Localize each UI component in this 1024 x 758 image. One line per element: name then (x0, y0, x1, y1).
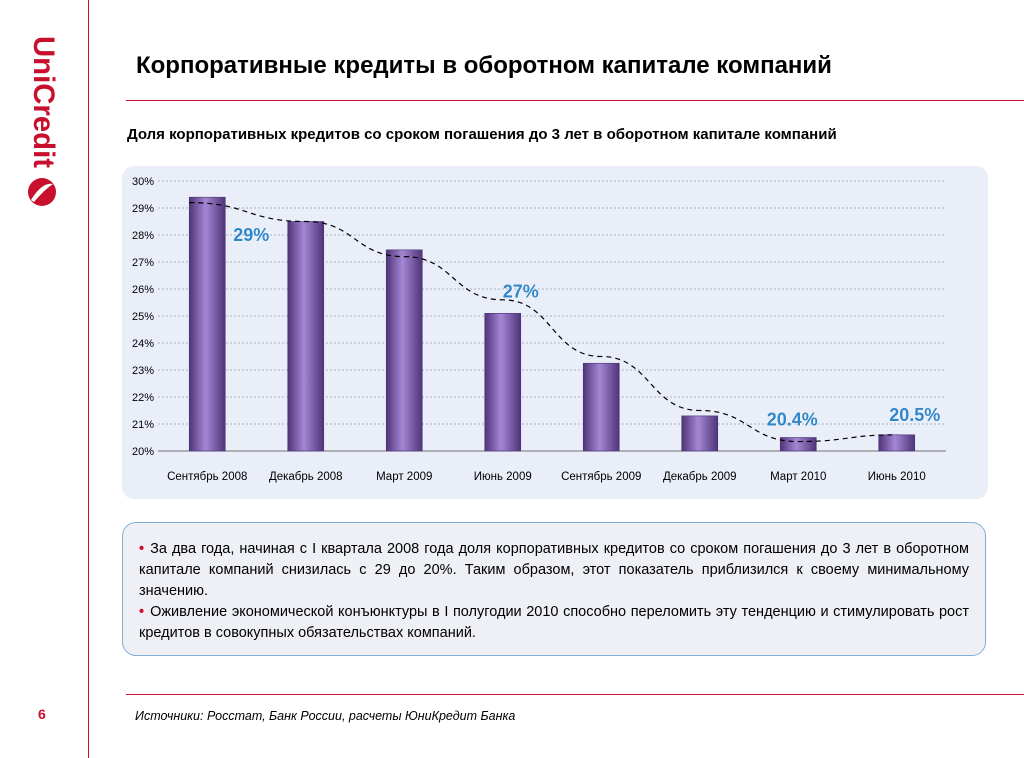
bar (484, 313, 522, 452)
x-tick-label: Сентябрь 2009 (561, 471, 641, 483)
bullet-icon: • (139, 604, 145, 620)
bullet-icon: • (139, 541, 145, 557)
x-tick-label: Декабрь 2008 (269, 471, 343, 483)
chart-title: Доля корпоративных кредитов со сроком по… (127, 126, 837, 143)
x-axis: Сентябрь 2008 Декабрь 2008 Март 2009 Июнь 2… (167, 471, 926, 483)
bar-chart: 20% 21% 22% 23% 24% 25% 26% 27% 28% 29% 30% Сентяб… (132, 176, 946, 483)
y-tick-label: 23% (132, 365, 154, 377)
x-tick-label: Июнь 2010 (868, 471, 926, 483)
trend-line (189, 202, 897, 443)
commentary-box: • За два года, начиная с I квартала 2008 … (122, 522, 986, 656)
y-tick-label: 20% (132, 446, 154, 458)
source-note: Источники: Росстат, Банк России, расчеты… (135, 709, 516, 723)
data-label: 27% (503, 281, 539, 301)
annotations: 29% 27% 20.4% 20.5% (233, 225, 941, 430)
chart-panel (122, 166, 988, 499)
y-tick-label: 30% (132, 176, 154, 188)
commentary-bullet: • За два года, начиная с I квартала 2008 … (139, 541, 969, 599)
y-tick-label: 28% (132, 230, 154, 242)
y-tick-label: 29% (132, 203, 154, 215)
y-tick-label: 25% (132, 311, 154, 323)
y-tick-label: 27% (132, 257, 154, 269)
x-tick-label: Сентябрь 2008 (167, 471, 247, 483)
x-tick-label: Июнь 2009 (474, 471, 532, 483)
y-tick-label: 26% (132, 284, 154, 296)
y-axis: 20% 21% 22% 23% 24% 25% 26% 27% 28% 29% 30% (132, 176, 946, 458)
y-tick-label: 21% (132, 419, 154, 431)
chart-grid (158, 180, 946, 452)
x-tick-label: Март 2010 (770, 471, 826, 483)
page-title: Корпоративные кредиты в оборотном капита… (136, 52, 832, 79)
data-label: 29% (233, 225, 269, 245)
y-tick-label: 24% (132, 338, 154, 350)
page-number: 6 (38, 706, 46, 722)
footer-divider (126, 694, 1024, 695)
bar (681, 415, 719, 452)
title-divider (126, 100, 1024, 101)
commentary-bullet: • Оживление экономической конъюнктуры в I… (139, 604, 969, 641)
bar (188, 196, 226, 452)
bar (878, 434, 916, 452)
data-label: 20.5% (889, 405, 940, 425)
bar (287, 221, 325, 452)
x-tick-label: Март 2009 (376, 471, 432, 483)
unicredit-logo: UniCredit (27, 36, 60, 206)
bar (385, 249, 423, 452)
bars (188, 196, 916, 452)
y-tick-label: 22% (132, 392, 154, 404)
bar (779, 437, 817, 452)
logo-wordmark: UniCredit (27, 36, 60, 168)
x-tick-label: Декабрь 2009 (663, 471, 737, 483)
bar (582, 362, 620, 452)
left-vertical-rule (88, 0, 89, 758)
data-label: 20.4% (767, 410, 818, 430)
